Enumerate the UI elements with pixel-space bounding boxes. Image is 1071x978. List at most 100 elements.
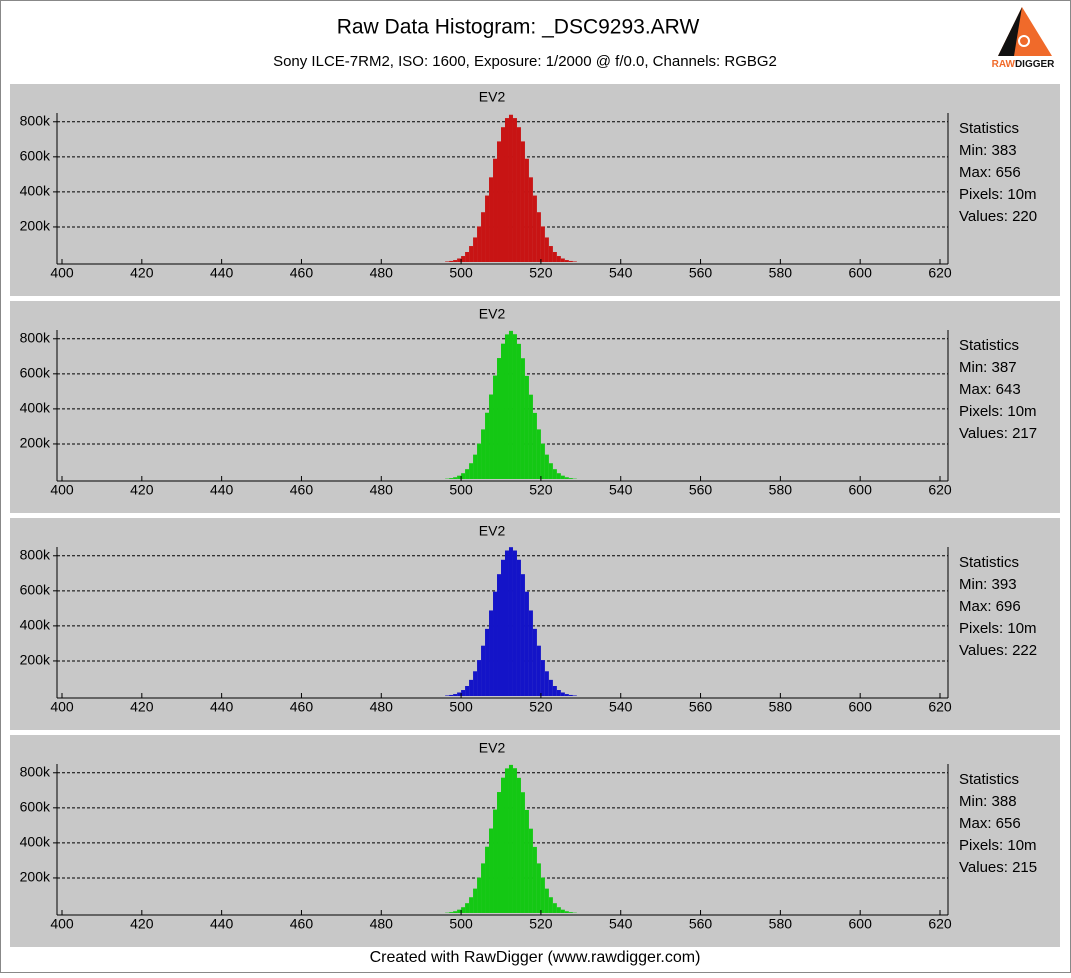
histogram-bar bbox=[513, 334, 517, 479]
histogram-bar bbox=[561, 258, 565, 262]
histogram-bar bbox=[529, 177, 533, 262]
x-tick-label: 540 bbox=[609, 265, 633, 281]
x-tick-label: 500 bbox=[449, 482, 473, 498]
histogram-bar bbox=[509, 547, 513, 696]
y-tick-label: 600k bbox=[20, 799, 51, 815]
x-tick-label: 480 bbox=[370, 916, 394, 932]
x-tick-label: 520 bbox=[529, 916, 553, 932]
histogram-bar bbox=[453, 911, 457, 913]
x-tick-label: 520 bbox=[529, 482, 553, 498]
x-tick-label: 620 bbox=[928, 265, 952, 281]
histogram-bar bbox=[537, 212, 541, 262]
histogram-bar bbox=[517, 127, 521, 262]
histogram-bar bbox=[573, 261, 577, 262]
histogram-bar bbox=[521, 358, 525, 479]
y-tick-label: 200k bbox=[20, 869, 51, 885]
statistics-line: Min: 393 bbox=[959, 576, 1017, 593]
histogram-bar bbox=[489, 829, 493, 913]
statistics-line: Max: 656 bbox=[959, 815, 1021, 832]
histogram-bar bbox=[557, 907, 561, 913]
histogram-bar bbox=[549, 463, 553, 479]
y-tick-label: 400k bbox=[20, 183, 51, 199]
statistics-line: Min: 383 bbox=[959, 142, 1017, 159]
x-tick-label: 440 bbox=[210, 916, 234, 932]
x-tick-label: 400 bbox=[50, 482, 74, 498]
histogram-bar bbox=[501, 778, 505, 913]
x-tick-label: 400 bbox=[50, 699, 74, 715]
histogram-bar bbox=[553, 469, 557, 479]
y-tick-label: 800k bbox=[20, 763, 51, 779]
histogram-bar bbox=[545, 671, 549, 696]
x-tick-label: 420 bbox=[130, 916, 154, 932]
histogram-bar bbox=[513, 768, 517, 913]
histogram-bar bbox=[465, 469, 469, 479]
histogram-bar bbox=[485, 847, 489, 913]
histogram-bar bbox=[545, 455, 549, 479]
histogram-bar bbox=[529, 829, 533, 913]
histogram-bar bbox=[541, 444, 545, 479]
statistics-line: Statistics bbox=[959, 337, 1019, 354]
histogram-bar bbox=[453, 694, 457, 696]
histogram-bar bbox=[449, 695, 453, 696]
x-tick-label: 540 bbox=[609, 482, 633, 498]
histogram-bar bbox=[501, 344, 505, 479]
statistics-line: Max: 656 bbox=[959, 164, 1021, 181]
histogram-bar bbox=[465, 252, 469, 262]
histogram-bar bbox=[497, 792, 501, 913]
histogram-bar bbox=[525, 159, 529, 262]
histogram-bar bbox=[465, 686, 469, 696]
y-tick-label: 800k bbox=[20, 329, 51, 345]
histogram-bar bbox=[461, 256, 465, 262]
statistics-line: Pixels: 10m bbox=[959, 620, 1037, 637]
histogram-bar bbox=[557, 690, 561, 696]
histogram-bar bbox=[549, 680, 553, 696]
histogram-bar bbox=[569, 478, 573, 479]
histogram-bar bbox=[485, 413, 489, 479]
x-tick-label: 560 bbox=[689, 482, 713, 498]
histogram-bar bbox=[545, 237, 549, 262]
histogram-bar bbox=[529, 610, 533, 696]
histogram-bar bbox=[489, 610, 493, 696]
histogram-bar bbox=[521, 574, 525, 696]
x-tick-label: 400 bbox=[50, 265, 74, 281]
x-tick-label: 560 bbox=[689, 699, 713, 715]
histogram-bar bbox=[549, 897, 553, 913]
histogram-bar bbox=[457, 910, 461, 913]
histogram-bar bbox=[473, 889, 477, 913]
y-tick-label: 400k bbox=[20, 400, 51, 416]
histogram-bar bbox=[473, 455, 477, 479]
histogram-bar bbox=[489, 395, 493, 479]
histogram-bar bbox=[569, 261, 573, 262]
histogram-bar bbox=[457, 476, 461, 479]
x-tick-label: 580 bbox=[769, 916, 793, 932]
histogram-bar bbox=[569, 695, 573, 696]
histogram-bar bbox=[553, 903, 557, 913]
histogram-bar bbox=[533, 847, 537, 913]
histogram-bar bbox=[545, 889, 549, 913]
panel-title: EV2 bbox=[479, 523, 506, 539]
x-tick-label: 620 bbox=[928, 916, 952, 932]
histogram-bar bbox=[549, 246, 553, 262]
histogram-bar bbox=[473, 671, 477, 696]
histogram-bar bbox=[537, 429, 541, 479]
statistics-line: Max: 643 bbox=[959, 381, 1021, 398]
histogram-bar bbox=[469, 680, 473, 696]
y-tick-label: 400k bbox=[20, 834, 51, 850]
statistics-line: Pixels: 10m bbox=[959, 186, 1037, 203]
y-tick-label: 600k bbox=[20, 365, 51, 381]
histogram-bar bbox=[517, 344, 521, 479]
histogram-bar bbox=[565, 911, 569, 913]
x-tick-label: 580 bbox=[769, 482, 793, 498]
x-tick-label: 440 bbox=[210, 699, 234, 715]
histogram-bar bbox=[573, 695, 577, 696]
y-tick-label: 800k bbox=[20, 112, 51, 128]
histogram-bar bbox=[541, 878, 545, 913]
histogram-bar bbox=[493, 592, 497, 696]
histogram-bar bbox=[557, 256, 561, 262]
histogram-bar bbox=[541, 660, 545, 696]
histogram-bar bbox=[557, 473, 561, 479]
